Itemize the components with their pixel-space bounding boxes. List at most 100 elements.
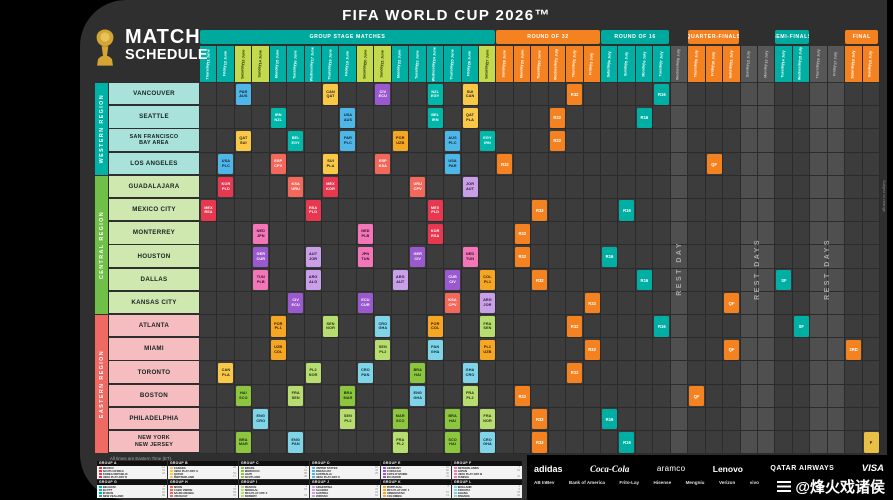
grid-cell bbox=[444, 199, 462, 223]
grid-cell bbox=[688, 338, 706, 362]
group-box-body: GERMANY 10 CURACAO 90 COTE D'IVOIRE 46 ECUADOR… bbox=[381, 466, 451, 479]
date-label: Tuesday 7 July bbox=[658, 51, 664, 76]
date-header: Thursday 11 June bbox=[200, 46, 218, 82]
group-box-body: BELGIUM 8 EGYPT 32 IR IRAN 20 NEW ZEALAND 89 bbox=[97, 485, 167, 498]
team-name: SOUTH AFRICA bbox=[102, 468, 124, 473]
world-cup-trophy-icon bbox=[90, 27, 120, 74]
grid-cell bbox=[548, 83, 567, 107]
grid-cell bbox=[339, 152, 357, 176]
grid-cell bbox=[862, 407, 880, 431]
grid-cell bbox=[356, 175, 375, 199]
date-label: Wednesday 24 June bbox=[432, 47, 437, 81]
grid-cell bbox=[635, 315, 654, 339]
sponsor-logo: Bank of America bbox=[568, 480, 605, 485]
group-box-header: GROUP D bbox=[310, 461, 380, 466]
group-team-row: MEXICO 14 bbox=[97, 465, 167, 470]
date-header: Monday 13 July bbox=[757, 46, 776, 82]
team-code: QAT bbox=[326, 94, 335, 99]
grid-cell bbox=[287, 199, 305, 223]
grid-cell bbox=[426, 245, 445, 269]
group-team-row: COTE D'IVOIRE 46 bbox=[381, 472, 451, 476]
grid-cell bbox=[444, 106, 462, 130]
grid-cell bbox=[618, 384, 636, 408]
team-flag-chip bbox=[98, 491, 102, 494]
grid-cell bbox=[374, 245, 392, 269]
group-team-row: BELGIUM 8 bbox=[97, 485, 167, 489]
grid-cell bbox=[548, 199, 567, 223]
grid-cell bbox=[531, 315, 549, 339]
match-block-group-K: PL1 UZB bbox=[479, 339, 495, 360]
team-code: NED bbox=[361, 228, 370, 233]
group-box-header: GROUP J bbox=[310, 480, 380, 485]
city-label-new-york-new-jersey: NEW YORK NEW JERSEY bbox=[109, 431, 199, 454]
team-name: MEXICO bbox=[102, 465, 114, 470]
grid-cell bbox=[200, 106, 218, 130]
team-code: PLC bbox=[344, 140, 352, 145]
grid-cell bbox=[513, 106, 532, 130]
date-day: 3 July bbox=[588, 53, 594, 65]
match-block-group-I: SEN PL2 bbox=[375, 339, 391, 360]
date-weekday: Friday bbox=[710, 65, 715, 76]
grid-cell bbox=[217, 199, 235, 223]
team-code: CIV bbox=[292, 298, 299, 303]
date-weekday: Saturday bbox=[606, 61, 611, 78]
grid-cell bbox=[601, 222, 619, 246]
grid-cell bbox=[653, 268, 671, 292]
date-weekday: Wednesday bbox=[553, 59, 558, 80]
team-flag-chip bbox=[169, 472, 173, 475]
grid-cell bbox=[792, 407, 811, 431]
team-flag-chip bbox=[98, 485, 102, 488]
grid-cell bbox=[566, 245, 584, 269]
team-name: QATAR bbox=[173, 471, 184, 476]
team-code: BRA bbox=[413, 367, 422, 372]
team-code: PLA bbox=[221, 372, 230, 377]
sponsor-logo: aramco bbox=[656, 464, 686, 473]
team-rank: 8 bbox=[163, 485, 165, 489]
team-code: KSA bbox=[448, 298, 457, 303]
match-block-r32: R32 bbox=[567, 316, 583, 337]
team-name: SENEGAL bbox=[244, 487, 259, 492]
grid-cell bbox=[740, 384, 758, 408]
team-code: KSA bbox=[291, 182, 300, 187]
grid-cell bbox=[670, 338, 689, 362]
grid-cell bbox=[426, 361, 445, 385]
stage-code: R32 bbox=[535, 277, 544, 283]
grid-cell bbox=[601, 291, 619, 315]
date-label: Tuesday 16 June bbox=[292, 50, 298, 79]
grid-cell bbox=[548, 222, 567, 246]
date-weekday: Friday bbox=[832, 65, 837, 76]
grid-cell bbox=[670, 268, 689, 292]
grid-cell bbox=[409, 129, 427, 153]
grid-cell bbox=[234, 338, 253, 362]
date-day: 7 July bbox=[658, 51, 664, 63]
team-rank: 37 bbox=[375, 488, 378, 492]
group-box-b: GROUP B CANADA 26 UEFA PLAY-OFF A QATAR 53 SWI… bbox=[168, 461, 238, 479]
team-code: UZB bbox=[483, 349, 492, 354]
team-code: FRA bbox=[465, 391, 475, 396]
team-code: IRN bbox=[274, 112, 282, 117]
grid-cell bbox=[670, 315, 689, 339]
team-flag-chip bbox=[311, 475, 315, 479]
team-code: GER bbox=[413, 251, 422, 256]
grid-cell bbox=[391, 83, 410, 107]
team-rank: 1 bbox=[234, 485, 236, 489]
grid-cell bbox=[374, 106, 392, 130]
grid-cell bbox=[827, 129, 846, 153]
team-code: NZL bbox=[274, 117, 283, 122]
team-rank: 16 bbox=[375, 466, 378, 470]
grid-cell bbox=[792, 245, 811, 269]
team-rank: 32 bbox=[162, 488, 165, 492]
grid-cell bbox=[548, 361, 567, 385]
stage-code: R16 bbox=[605, 416, 614, 422]
city-label-houston: HOUSTON bbox=[109, 245, 199, 268]
grid-cell bbox=[391, 338, 410, 362]
grid-cell bbox=[356, 83, 375, 107]
team-code: COL bbox=[483, 275, 492, 280]
team-code: PLD bbox=[221, 187, 230, 192]
team-code: ALG bbox=[308, 280, 318, 285]
grid-cell bbox=[217, 407, 235, 431]
team-flag-chip bbox=[169, 485, 173, 488]
date-label: Saturday 27 June bbox=[484, 49, 490, 79]
group-team-row: PARAGUAY 43 bbox=[310, 469, 380, 473]
team-code: ENG bbox=[291, 437, 300, 442]
